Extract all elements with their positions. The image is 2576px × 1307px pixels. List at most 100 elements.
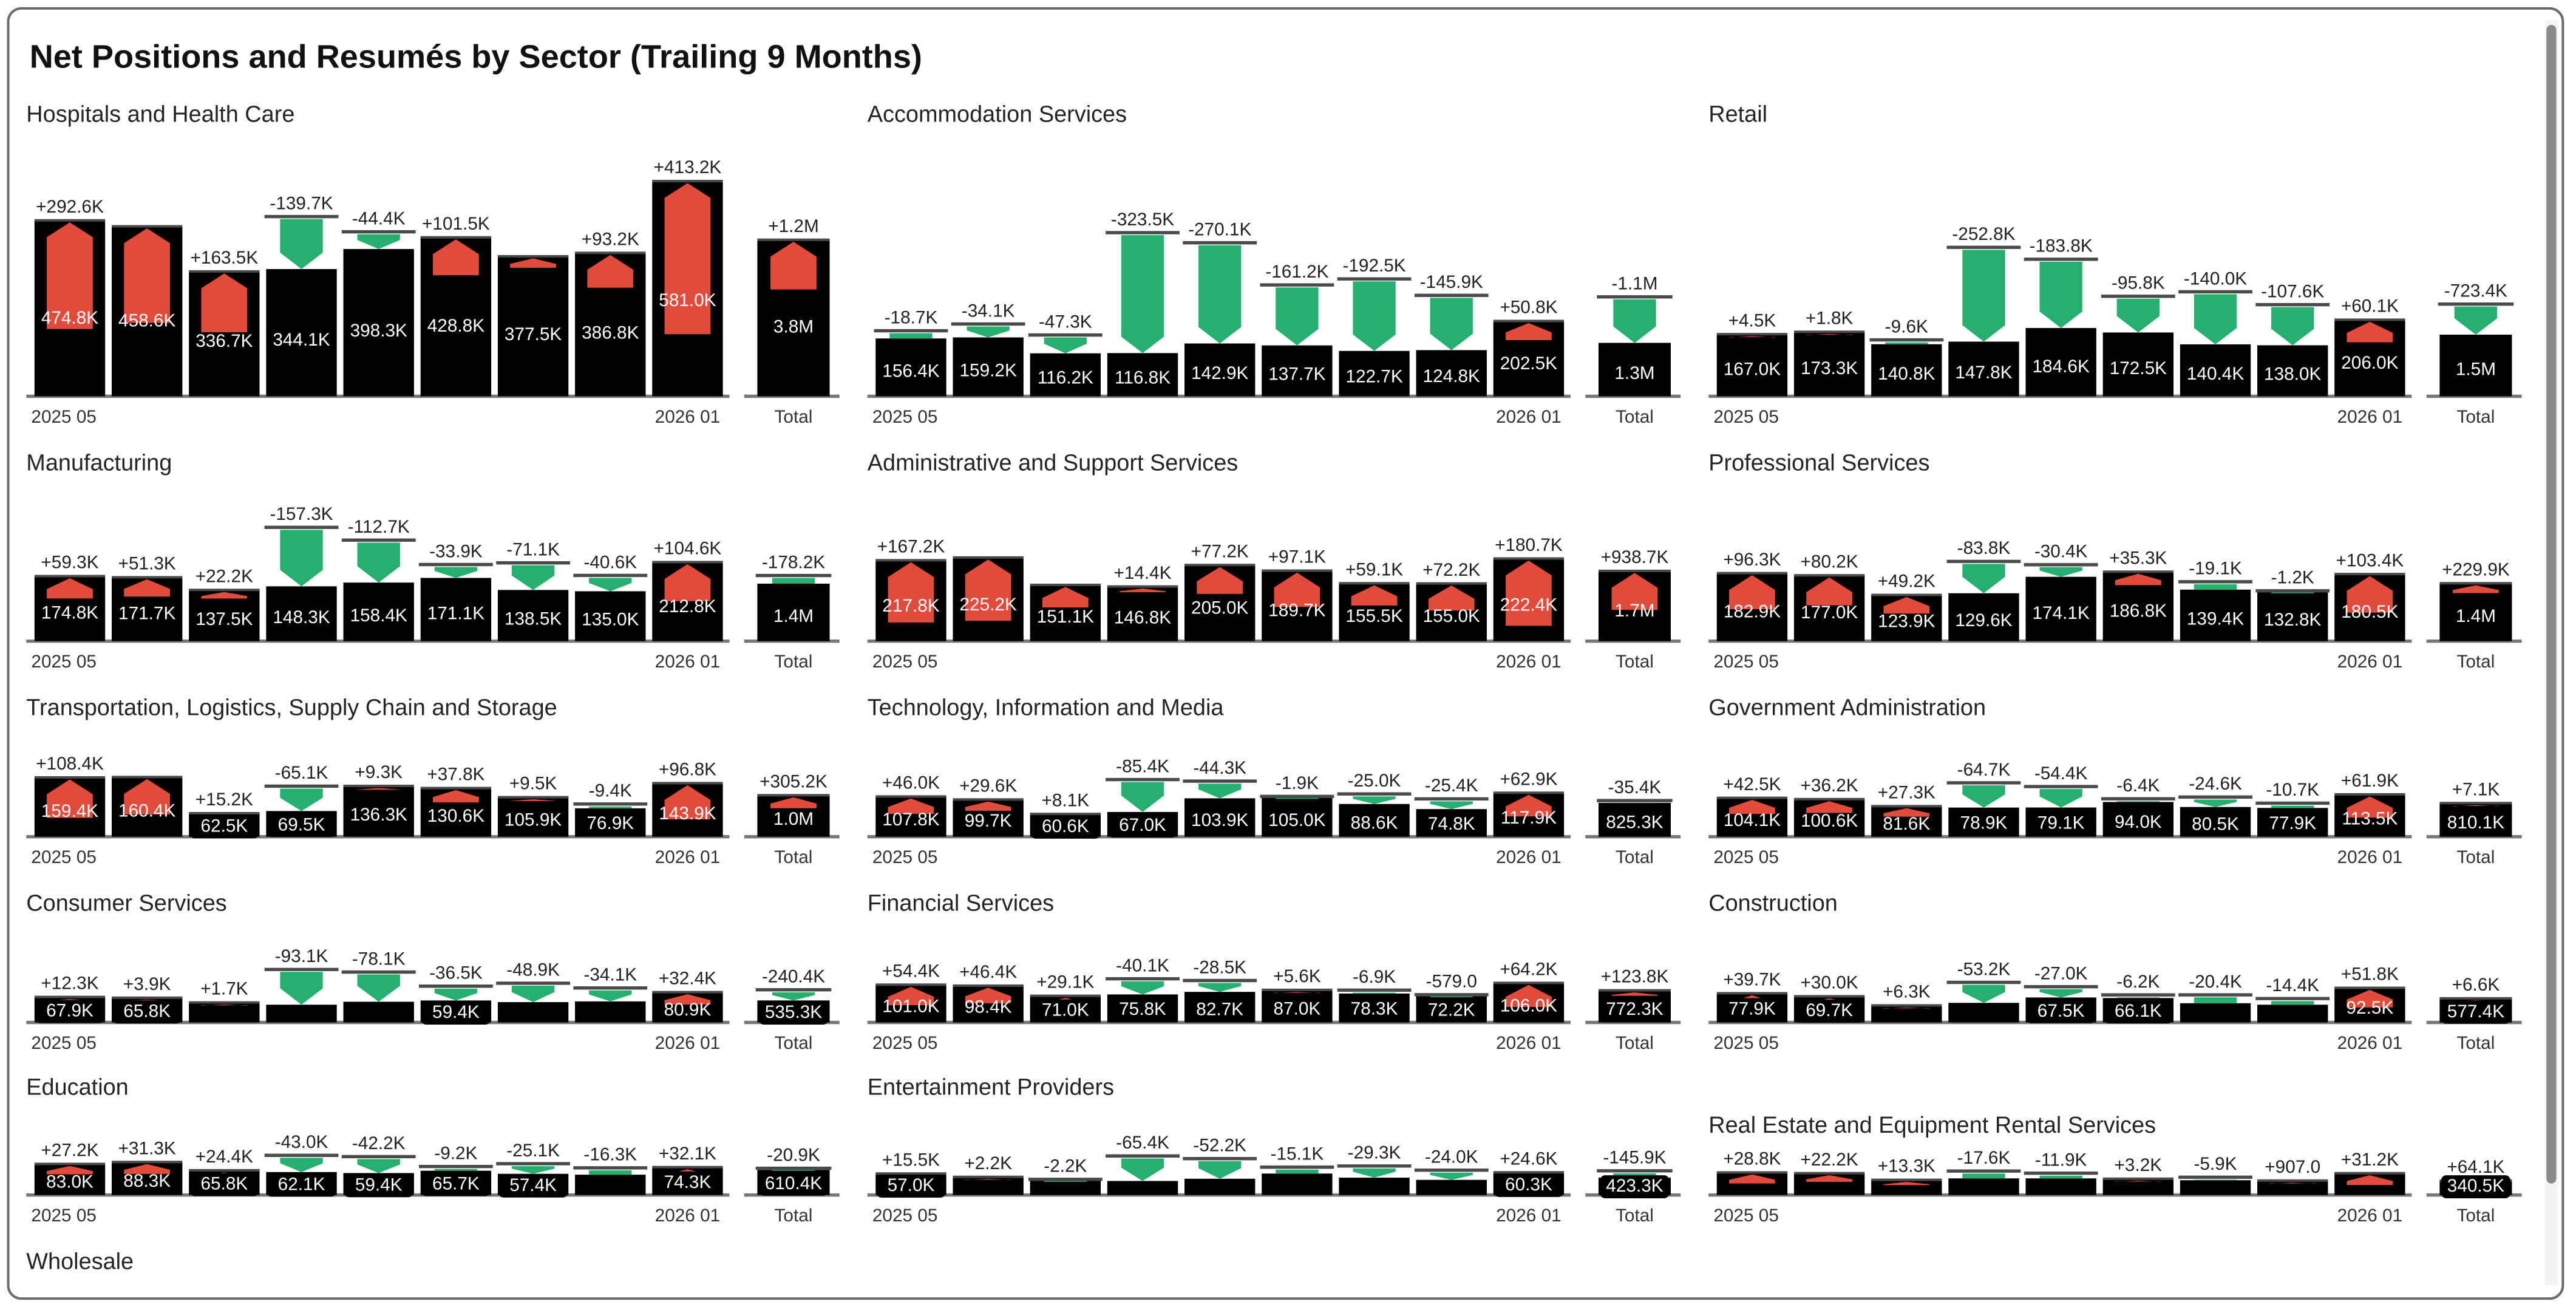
month-bar[interactable]: -24.6K 80.5K (2178, 774, 2252, 837)
month-bar[interactable]: -53.2K (1946, 959, 2021, 1023)
month-bar[interactable]: +96.3K 182.9K (1716, 550, 1788, 641)
month-bar[interactable]: -9.6K 140.8K (1869, 316, 1944, 397)
month-bar[interactable]: -44.4K 398.3K (341, 208, 416, 397)
month-bar[interactable]: -14.4K (2255, 975, 2330, 1023)
month-bar[interactable]: -10.7K 77.9K (2255, 780, 2330, 837)
total-bar[interactable]: +305.2K 1.0M (757, 772, 830, 837)
month-bar[interactable]: +4.5K 167.0K (1716, 310, 1788, 397)
month-bar[interactable]: +42.5K 104.1K (1716, 774, 1788, 837)
month-bar[interactable]: +24.6K 60.3K (1493, 1148, 1565, 1197)
total-bar[interactable]: +6.6K 577.4K (2439, 975, 2512, 1024)
total-bar[interactable]: -240.4K 535.3K (755, 966, 832, 1025)
month-bar[interactable]: -140.0K 140.4K (2178, 268, 2252, 397)
month-bar[interactable]: -112.7K 158.4K (341, 517, 416, 641)
month-bar[interactable]: +59.3K 174.8K (34, 553, 106, 641)
month-bar[interactable]: -34.1K 159.2K (951, 301, 1025, 397)
month-bar[interactable]: -54.4K 79.1K (2024, 763, 2098, 837)
month-bar[interactable]: +72.2K 155.0K (1416, 560, 1487, 641)
month-bar[interactable]: +50.8K 202.5K (1493, 298, 1565, 397)
month-bar[interactable]: +36.2K 100.6K (1793, 776, 1865, 837)
month-bar[interactable]: -139.7K 344.1K (264, 193, 339, 397)
month-bar[interactable]: -19.1K 139.4K (2178, 559, 2252, 641)
month-bar[interactable]: +29.6K 99.7K (953, 776, 1024, 837)
month-bar[interactable]: 225.2K (953, 556, 1024, 641)
month-bar[interactable]: +39.7K 77.9K (1716, 970, 1788, 1023)
month-bar[interactable]: -9.4K 76.9K (573, 781, 648, 837)
total-bar[interactable]: -178.2K 1.4M (755, 552, 832, 641)
month-bar[interactable]: +1.8K 173.3K (1793, 308, 1865, 397)
total-bar[interactable]: +1.2M 3.8M (757, 216, 830, 397)
month-bar[interactable]: +103.4K 180.5K (2334, 550, 2405, 641)
month-bar[interactable]: +35.3K 186.8K (2102, 548, 2174, 641)
month-bar[interactable]: +64.2K 106.0K (1493, 959, 1565, 1023)
month-bar[interactable]: +163.5K 336.7K (189, 248, 260, 397)
month-bar[interactable]: -29.3K (1337, 1143, 1412, 1195)
month-bar[interactable]: +77.2K 205.0K (1184, 541, 1256, 641)
month-bar[interactable]: -48.9K (496, 960, 570, 1023)
month-bar[interactable]: +96.8K 143.9K (652, 760, 723, 837)
total-bar[interactable]: +7.1K 810.1K (2439, 779, 2512, 837)
month-bar[interactable]: +3.2K (2102, 1155, 2174, 1195)
month-bar[interactable]: -6.9K 78.3K (1337, 967, 1412, 1023)
month-bar[interactable]: -65.1K 69.5K (264, 763, 339, 838)
month-bar[interactable]: -25.4K 74.8K (1414, 776, 1489, 837)
month-bar[interactable]: -36.5K 59.4K (419, 963, 493, 1025)
month-bar[interactable]: -52.2K (1183, 1136, 1257, 1195)
month-bar[interactable]: -1.9K 105.0K (1260, 773, 1334, 837)
month-bar[interactable]: -30.4K 174.1K (2024, 542, 2098, 641)
month-bar[interactable]: -1.2K 132.8K (2255, 568, 2330, 641)
month-bar[interactable]: +27.2K 83.0K (34, 1141, 106, 1195)
month-bar[interactable]: +93.2K 386.8K (575, 229, 646, 397)
scrollbar-thumb[interactable] (2546, 24, 2557, 1184)
month-bar[interactable]: -93.1K (264, 946, 339, 1023)
month-bar[interactable]: -28.5K 82.7K (1183, 957, 1257, 1023)
month-bar[interactable]: -42.2K 59.4K (341, 1133, 416, 1198)
month-bar[interactable]: -2.2K (1028, 1156, 1103, 1195)
month-bar[interactable]: +1.7K (189, 979, 260, 1023)
month-bar[interactable]: +46.4K 98.4K (953, 962, 1024, 1023)
month-bar[interactable]: +12.3K 67.9K (34, 974, 106, 1023)
month-bar[interactable]: -44.3K 103.9K (1183, 758, 1257, 837)
month-bar[interactable]: +8.1K 60.6K (1030, 790, 1101, 839)
month-bar[interactable]: -157.3K 148.3K (264, 504, 339, 641)
month-bar[interactable]: -47.3K 116.2K (1028, 312, 1103, 397)
month-bar[interactable]: 160.4K (112, 776, 183, 837)
month-bar[interactable]: -9.2K 65.7K (419, 1143, 493, 1196)
month-bar[interactable]: -6.4K 94.0K (2101, 776, 2175, 837)
month-bar[interactable]: +413.2K 581.0K (652, 157, 723, 397)
month-bar[interactable]: +30.0K 69.7K (1793, 973, 1865, 1023)
total-bar[interactable]: +229.9K 1.4M (2439, 559, 2512, 641)
month-bar[interactable]: +61.9K 113.5K (2334, 771, 2405, 837)
month-bar[interactable]: +24.4K 65.8K (189, 1147, 260, 1196)
month-bar[interactable]: 458.6K (112, 225, 183, 397)
total-bar[interactable]: -723.4K 1.5M (2438, 281, 2514, 397)
total-bar[interactable]: +123.8K 772.3K (1598, 967, 1671, 1023)
month-bar[interactable]: -40.6K 135.0K (573, 552, 648, 641)
month-bar[interactable]: +37.8K 130.6K (420, 765, 492, 837)
month-bar[interactable]: +22.2K (1793, 1150, 1865, 1195)
month-bar[interactable]: +180.7K 222.4K (1493, 535, 1565, 641)
month-bar[interactable]: -71.1K 138.5K (496, 540, 570, 641)
month-bar[interactable]: +32.1K 74.3K (652, 1144, 723, 1195)
month-bar[interactable]: -6.2K 66.1K (2101, 972, 2175, 1024)
month-bar[interactable]: -25.1K 57.4K (496, 1141, 570, 1198)
month-bar[interactable]: -5.9K (2178, 1154, 2252, 1195)
month-bar[interactable]: 377.5K (497, 254, 569, 397)
month-bar[interactable]: +15.5K 57.0K (875, 1150, 946, 1198)
month-bar[interactable]: +101.5K 428.8K (420, 214, 492, 397)
month-bar[interactable]: +31.3K 88.3K (112, 1138, 183, 1195)
month-bar[interactable]: +28.8K (1716, 1149, 1788, 1195)
month-bar[interactable]: +104.6K 212.8K (652, 539, 723, 641)
month-bar[interactable]: -18.7K 156.4K (874, 307, 948, 397)
month-bar[interactable]: -65.4K (1106, 1133, 1180, 1195)
month-bar[interactable]: +51.8K 92.5K (2334, 964, 2405, 1023)
month-bar[interactable]: -40.1K 75.8K (1106, 955, 1180, 1023)
month-bar[interactable]: -95.8K 172.5K (2101, 273, 2175, 397)
month-bar[interactable]: -24.0K (1414, 1147, 1489, 1195)
month-bar[interactable]: +15.2K 62.5K (189, 790, 260, 839)
month-bar[interactable]: -192.5K 122.7K (1337, 256, 1412, 397)
month-bar[interactable]: +5.6K 87.0K (1262, 966, 1333, 1023)
total-bar[interactable]: -145.9K 423.3K (1597, 1148, 1673, 1199)
month-bar[interactable]: +9.3K 136.3K (343, 762, 414, 837)
total-bar[interactable]: +938.7K 1.7M (1598, 547, 1671, 641)
